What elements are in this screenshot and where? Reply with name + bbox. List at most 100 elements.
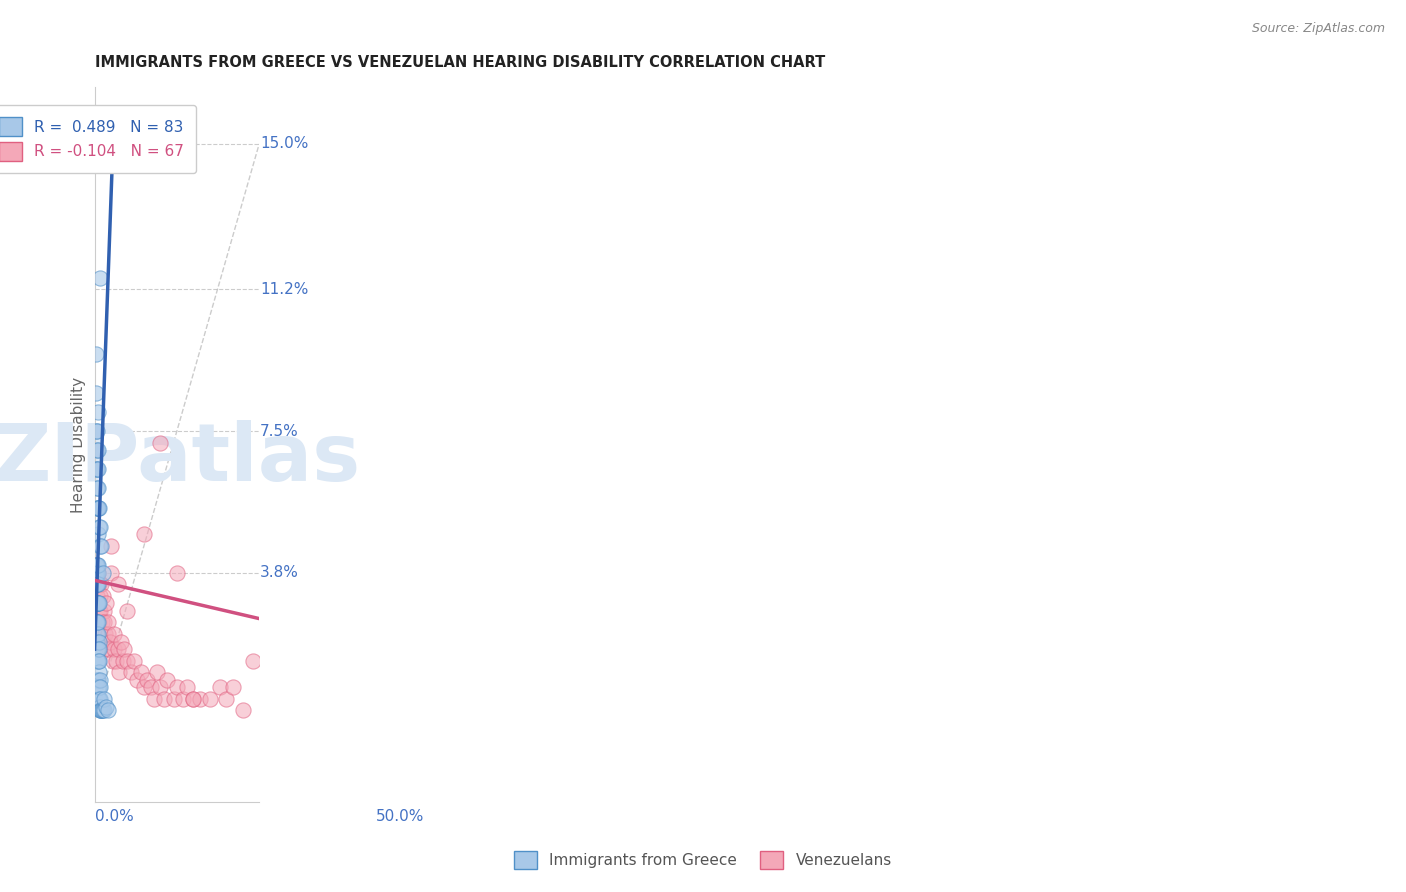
Point: [108, 665, 131, 680]
Point: [84, 462, 107, 476]
Point: [91, 703, 114, 717]
Point: [86, 500, 108, 515]
Point: [96, 642, 118, 657]
Point: [103, 642, 125, 657]
Point: [208, 681, 231, 695]
Point: [146, 665, 169, 680]
Point: [87, 642, 110, 657]
Point: [172, 692, 194, 706]
Point: [86, 566, 108, 580]
Point: [93, 604, 115, 618]
Point: [90, 539, 112, 553]
Text: IMMIGRANTS FROM GREECE VS VENEZUELAN HEARING DISABILITY CORRELATION CHART: IMMIGRANTS FROM GREECE VS VENEZUELAN HEA…: [94, 55, 825, 70]
Point: [152, 692, 174, 706]
Point: [107, 577, 129, 591]
Point: [89, 520, 111, 534]
Point: [86, 577, 108, 591]
Point: [89, 703, 111, 717]
Point: [87, 577, 110, 591]
Point: [94, 627, 117, 641]
Point: [84, 566, 107, 580]
Point: [89, 539, 111, 553]
Point: [87, 604, 110, 618]
Point: [242, 654, 264, 668]
Point: [84, 596, 107, 610]
Point: [87, 642, 110, 657]
Point: [90, 577, 112, 591]
Point: [87, 500, 110, 515]
Point: [87, 681, 110, 695]
Point: [86, 577, 108, 591]
Point: [183, 692, 205, 706]
Point: [86, 673, 108, 687]
Point: [87, 577, 110, 591]
Point: [86, 596, 108, 610]
Point: [100, 566, 122, 580]
Point: [86, 596, 108, 610]
Point: [156, 673, 179, 687]
Point: [120, 665, 142, 680]
Point: [86, 482, 108, 496]
Point: [112, 642, 135, 657]
Point: [91, 634, 114, 648]
Point: [86, 615, 108, 630]
Point: [86, 558, 108, 572]
Point: [86, 627, 108, 641]
Point: [87, 596, 110, 610]
Point: [104, 654, 127, 668]
Point: [84, 385, 107, 400]
Point: [89, 627, 111, 641]
Point: [84, 424, 107, 438]
Point: [86, 627, 108, 641]
Point: [100, 539, 122, 553]
Point: [103, 627, 125, 641]
Y-axis label: Hearing Disability: Hearing Disability: [72, 376, 86, 513]
Point: [89, 703, 111, 717]
Point: [86, 577, 108, 591]
Point: [93, 692, 115, 706]
Point: [100, 634, 122, 648]
Point: [94, 596, 117, 610]
Text: 0.0%: 0.0%: [94, 809, 134, 823]
Point: [117, 604, 139, 618]
Point: [166, 566, 188, 580]
Point: [176, 681, 198, 695]
Point: [87, 527, 110, 541]
Point: [86, 589, 108, 603]
Point: [86, 566, 108, 580]
Point: [87, 634, 110, 648]
Point: [89, 699, 111, 714]
Point: [111, 654, 134, 668]
Point: [127, 673, 149, 687]
Point: [87, 692, 110, 706]
Point: [86, 405, 108, 419]
Text: 15.0%: 15.0%: [260, 136, 308, 152]
Point: [166, 681, 188, 695]
Point: [86, 654, 108, 668]
Point: [84, 577, 107, 591]
Text: 7.5%: 7.5%: [260, 424, 298, 439]
Point: [110, 634, 132, 648]
Point: [97, 615, 120, 630]
Point: [89, 654, 111, 668]
Point: [84, 615, 107, 630]
Point: [87, 681, 110, 695]
Text: ZIPatlas: ZIPatlas: [0, 420, 361, 498]
Point: [97, 627, 120, 641]
Point: [87, 692, 110, 706]
Point: [84, 347, 107, 361]
Point: [90, 703, 112, 717]
Point: [86, 596, 108, 610]
Text: Source: ZipAtlas.com: Source: ZipAtlas.com: [1251, 22, 1385, 36]
Point: [90, 703, 112, 717]
Point: [89, 271, 111, 285]
Point: [183, 692, 205, 706]
Text: 3.8%: 3.8%: [260, 566, 299, 580]
Text: 50.0%: 50.0%: [375, 809, 423, 823]
Point: [87, 443, 110, 458]
Point: [142, 692, 165, 706]
Point: [162, 692, 184, 706]
Point: [86, 462, 108, 476]
Legend: R =  0.489   N = 83, R = -0.104   N = 67: R = 0.489 N = 83, R = -0.104 N = 67: [0, 105, 197, 173]
Point: [89, 589, 111, 603]
